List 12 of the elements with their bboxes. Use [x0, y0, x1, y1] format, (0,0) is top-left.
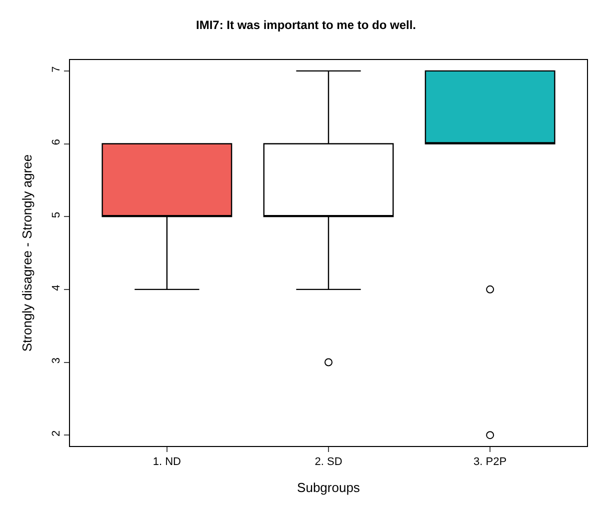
y-tick-label: 3	[50, 358, 63, 364]
y-tick-label: 2	[50, 430, 63, 436]
y-tick-label: 5	[50, 212, 63, 218]
chart-title: IMI7: It was important to me to do well.	[196, 18, 416, 32]
x-tick-label: 2. SD	[314, 456, 342, 468]
y-tick-label: 7	[50, 66, 63, 72]
x-tick-label: 3. P2P	[474, 456, 507, 468]
y-tick-label: 6	[50, 139, 63, 146]
x-tick-label: 1. ND	[152, 456, 182, 468]
y-tick-label: 4	[50, 284, 63, 291]
y-axis-title: Strongly disagree - Strongly agree	[20, 154, 35, 352]
x-axis-title: Subgroups	[297, 480, 360, 495]
